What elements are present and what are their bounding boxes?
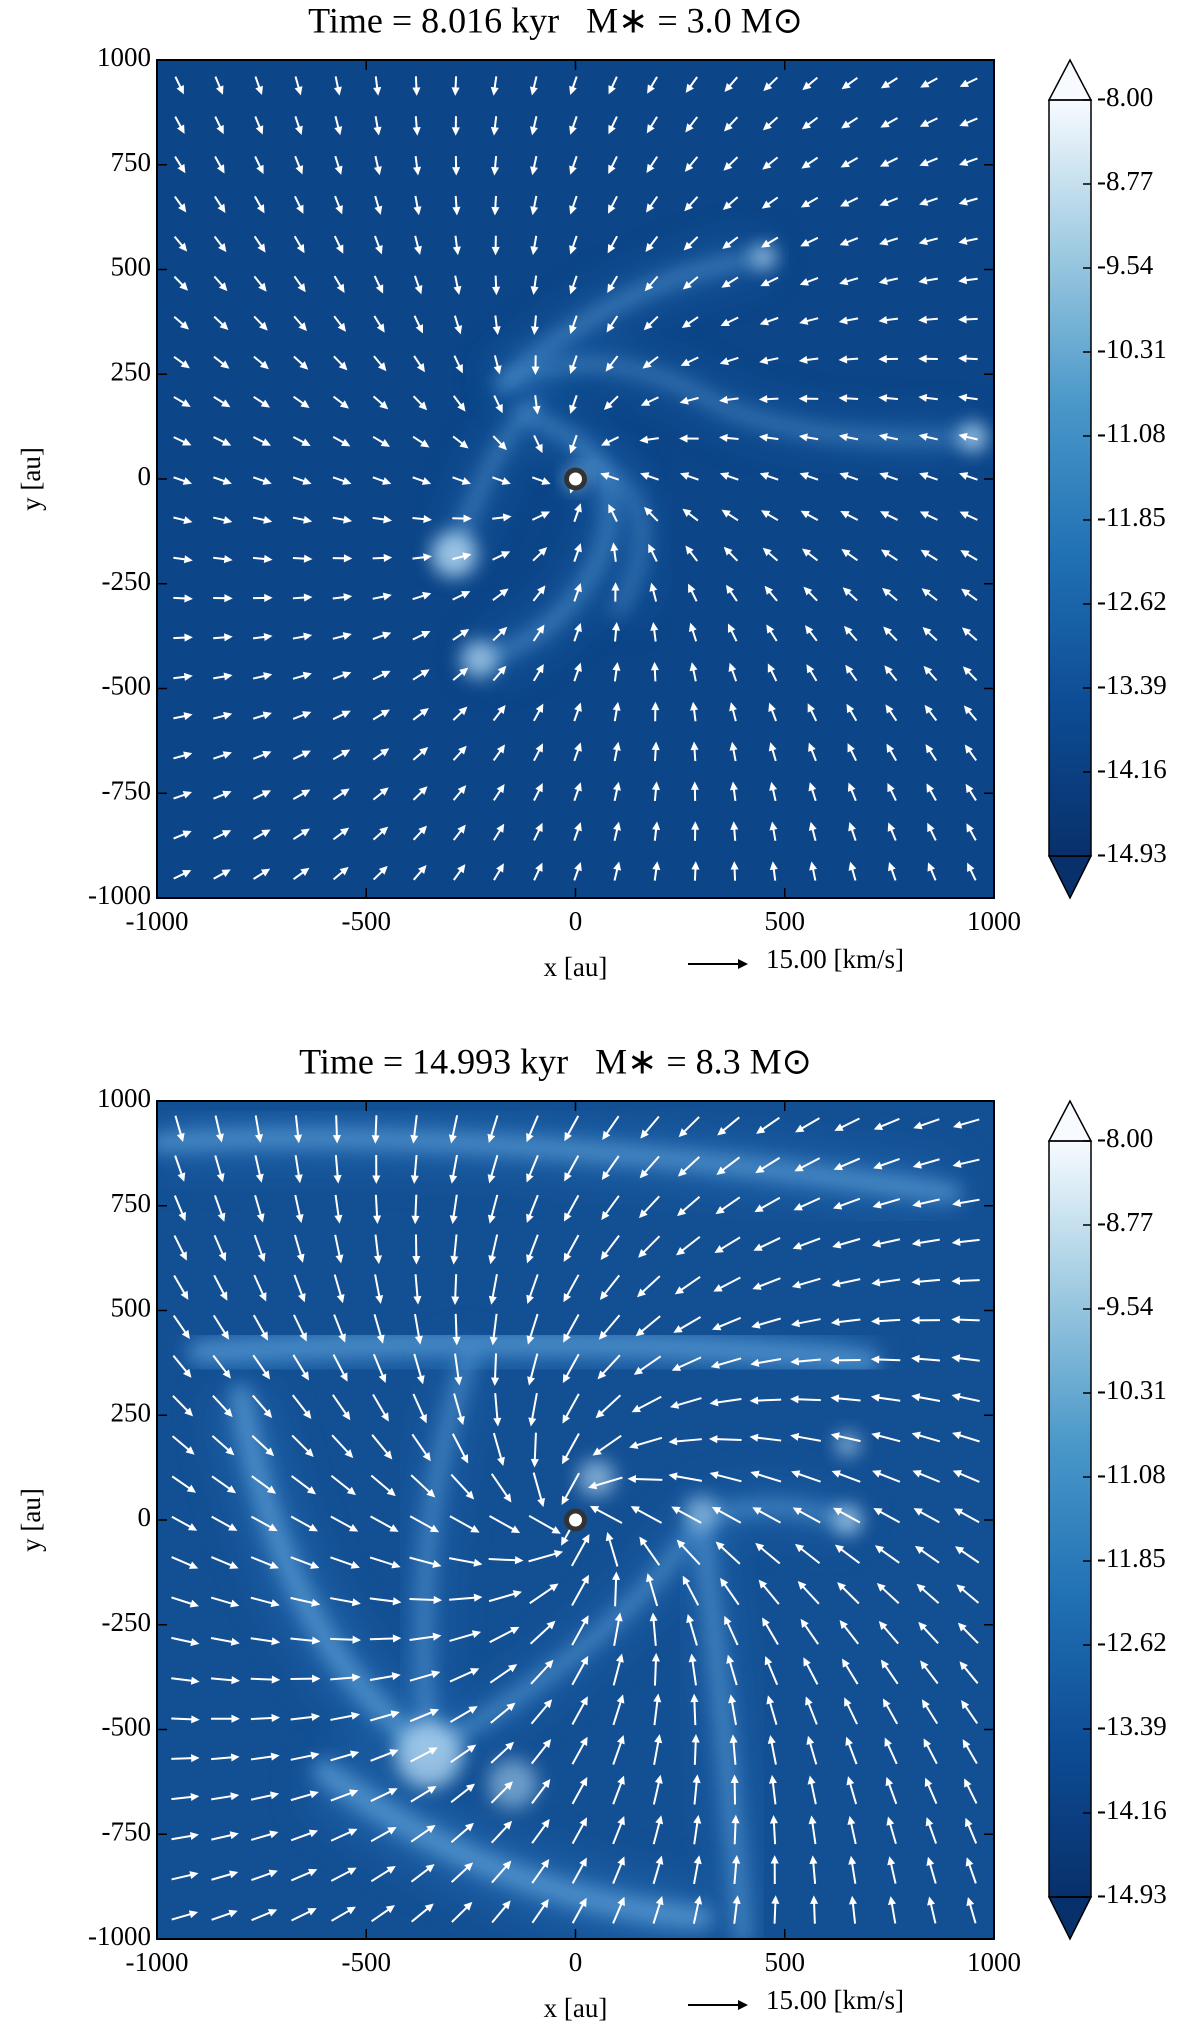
y-axis-label: y [au]	[16, 1488, 46, 1552]
y-tick-label: 1000	[97, 42, 151, 72]
quiver-key-head	[738, 2000, 748, 2010]
colorbar-tick-label: -14.16	[1097, 1795, 1167, 1825]
colorbar-tick-label: -8.00	[1097, 1123, 1153, 1153]
y-axis-label: y [au]	[16, 447, 46, 511]
colorbar-tick-label: -12.62	[1097, 586, 1167, 616]
x-tick-label: 0	[569, 1947, 583, 1977]
colorbar-tick-label: -14.93	[1097, 838, 1167, 868]
y-tick-label: -250	[102, 1607, 152, 1637]
y-tick-label: -500	[102, 1712, 152, 1742]
colorbar-tick-label: -14.93	[1097, 1879, 1167, 1909]
x-axis-label: x [au]	[544, 952, 608, 982]
x-tick-label: 1000	[967, 906, 1021, 936]
colorbar-extend-top	[1049, 1101, 1091, 1141]
gas-clump	[578, 1459, 616, 1497]
colorbar-tick-label: -13.39	[1097, 1711, 1167, 1741]
y-tick-label: 500	[111, 1293, 152, 1323]
y-tick-label: -250	[102, 566, 152, 596]
quiver-key-head	[738, 959, 748, 969]
colorbar-tick-label: -9.54	[1097, 250, 1154, 280]
colorbar-tick-label: -11.85	[1097, 502, 1166, 532]
colorbar-extend-bottom	[1049, 1897, 1091, 1939]
y-tick-label: -1000	[88, 1921, 151, 1951]
gas-clump	[751, 244, 776, 269]
chart-title: Time = 8.016 kyr M∗ = 3.0 M⊙	[308, 0, 803, 40]
y-tick-label: 0	[138, 461, 152, 491]
x-tick-label: 0	[569, 906, 583, 936]
x-tick-label: 500	[765, 906, 806, 936]
gas-clump	[684, 1495, 717, 1528]
colorbar-tick-label: -11.08	[1097, 1459, 1166, 1489]
y-tick-label: -750	[102, 775, 152, 805]
gas-clump	[488, 1759, 538, 1809]
gas-clump	[460, 640, 498, 678]
colorbar-tick-label: -8.77	[1097, 1207, 1153, 1237]
gas-clump	[396, 1721, 463, 1788]
y-tick-label: 750	[111, 1188, 152, 1218]
y-tick-label: 250	[111, 356, 152, 386]
y-tick-label: -750	[102, 1816, 152, 1846]
colorbar	[1049, 1141, 1091, 1897]
colorbar-tick-label: -14.16	[1097, 754, 1167, 784]
colorbar-tick-label: -8.00	[1097, 82, 1153, 112]
velocity-arrow	[615, 1575, 616, 1606]
star-marker	[567, 470, 585, 488]
y-tick-label: 0	[138, 1502, 152, 1532]
y-tick-label: 250	[111, 1397, 152, 1427]
colorbar-tick-label: -11.08	[1097, 418, 1166, 448]
quiver-key-label: 15.00 [km/s]	[766, 944, 904, 974]
x-tick-label: -500	[342, 906, 392, 936]
quiver-key-label: 15.00 [km/s]	[766, 1985, 904, 2015]
y-tick-label: -500	[102, 671, 152, 701]
colorbar-tick-label: -11.85	[1097, 1543, 1166, 1573]
colorbar	[1049, 100, 1091, 856]
colorbar-extend-bottom	[1049, 856, 1091, 898]
chart-title: Time = 14.993 kyr M∗ = 8.3 M⊙	[299, 1041, 812, 1081]
x-tick-label: -1000	[126, 906, 189, 936]
x-tick-label: 1000	[967, 1947, 1021, 1977]
colorbar-tick-label: -8.77	[1097, 166, 1153, 196]
colorbar-tick-label: -12.62	[1097, 1627, 1167, 1657]
velocity-arrow	[535, 1433, 536, 1464]
colorbar-tick-label: -10.31	[1097, 334, 1167, 364]
x-axis-label: x [au]	[544, 1993, 608, 2023]
x-tick-label: -500	[342, 1947, 392, 1977]
colorbar-tick-label: -10.31	[1097, 1375, 1167, 1405]
colorbar-tick-label: -9.54	[1097, 1291, 1154, 1321]
star-marker	[567, 1511, 585, 1529]
velocity-arrow	[489, 1559, 520, 1560]
x-tick-label: -1000	[126, 1947, 189, 1977]
colorbar-extend-top	[1049, 60, 1091, 100]
y-tick-label: 500	[111, 252, 152, 282]
velocity-arrow	[631, 1479, 662, 1480]
y-tick-label: 750	[111, 147, 152, 177]
y-tick-label: -1000	[88, 880, 151, 910]
x-tick-label: 500	[765, 1947, 806, 1977]
colorbar-tick-label: -13.39	[1097, 670, 1167, 700]
y-tick-label: 1000	[97, 1083, 151, 1113]
